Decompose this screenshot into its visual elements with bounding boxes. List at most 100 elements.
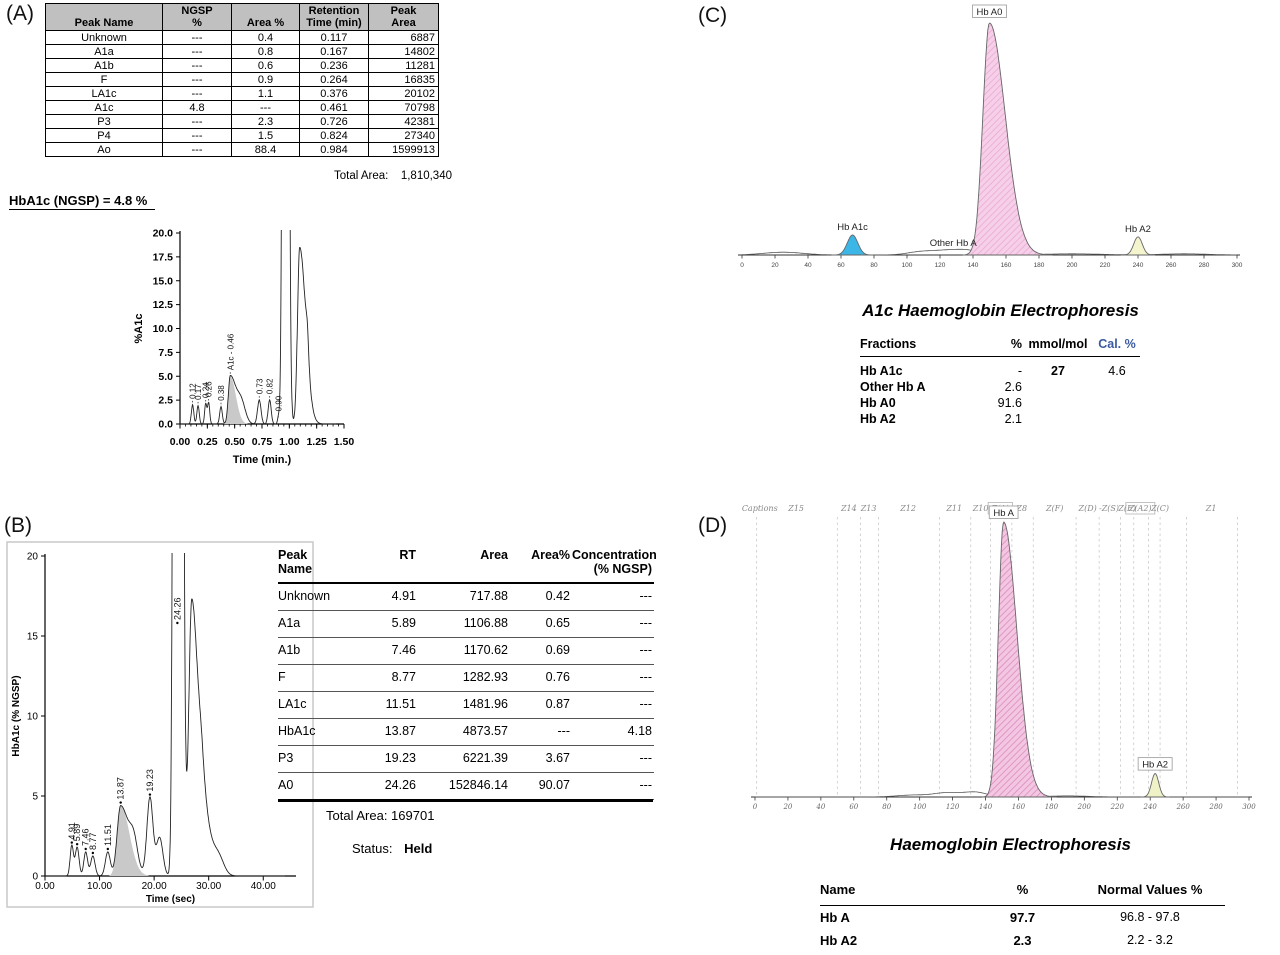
peak-label: Hb A2: [1125, 224, 1151, 235]
table-cell: 4873.57: [418, 718, 510, 746]
table-cell: 1599913: [368, 142, 439, 157]
table-cell: 2.2 - 3.2: [1127, 933, 1173, 947]
haemoglobin-table-d: Name% Normal Values % Hb A 97.7 96.8 - 97.8 H…: [820, 882, 1225, 952]
peak-label: 0.12: [189, 383, 198, 399]
zone-label: Z14: [840, 504, 857, 513]
table-cell: Hb A: [820, 910, 850, 925]
table-cell: 2.3: [231, 114, 300, 129]
table-cell: 88.4: [231, 142, 300, 157]
zone-label: Z1: [1205, 504, 1217, 513]
peak-label: 0.90: [274, 395, 283, 411]
column-header: Peak Name: [278, 548, 362, 584]
peak-label: Hb A0: [977, 7, 1003, 18]
x-tick-label: 0.25: [197, 436, 218, 448]
x-tick-label: 10.00: [87, 881, 112, 892]
table-cell: 0.824: [299, 128, 369, 143]
peak-label: 5.89: [72, 824, 82, 842]
x-tick-label: 220: [1100, 262, 1111, 269]
x-tick-label: 0.75: [252, 436, 273, 448]
total-area-value-a: 1,810,340: [400, 170, 452, 182]
y-tick-label: 15.0: [153, 275, 174, 287]
zone-label: Z13: [860, 504, 877, 513]
y-tick-label: 10: [27, 712, 39, 723]
column-header: Peak Area: [368, 3, 439, 31]
peak-label: 0.38: [217, 385, 226, 401]
x-tick-label: 140: [968, 262, 979, 269]
table-cell: 19.23: [362, 745, 418, 773]
table-cell: A1a: [45, 44, 163, 59]
table-cell: F: [45, 72, 163, 87]
table-row: A0 24.26 152846.14 90.07 ---: [278, 772, 654, 800]
table-cell: 14802: [368, 44, 439, 59]
x-tick-label: 100: [913, 803, 927, 811]
zone-label: -Z(S): [1099, 504, 1119, 513]
x-tick-label: 80: [882, 803, 891, 811]
hplc-chromatogram-b: 0.00 10.00 20.00 30.00 40.00 0 5 10 15 20 Time (se…: [6, 541, 314, 908]
status-line-b: Status: Held: [352, 841, 432, 856]
peak-label: 0.82: [266, 378, 275, 394]
x-tick-label: 20: [782, 803, 792, 811]
table-cell: ---: [162, 44, 232, 59]
table-cell: P3: [278, 745, 362, 773]
table-cell: F: [278, 664, 362, 692]
column-header: RT: [362, 548, 418, 584]
x-tick-label: 180: [1034, 262, 1045, 269]
table-cell: ---: [572, 610, 654, 638]
peak-hb-a0: [962, 22, 1053, 256]
x-tick-label: 300: [1242, 803, 1256, 811]
peak-label: Hb A1c: [837, 222, 868, 233]
peak-hb-a2: [1120, 236, 1156, 256]
trace-line: [180, 230, 337, 425]
status-label: Status:: [352, 841, 393, 856]
table-cell: 0.65: [510, 610, 572, 638]
table-b-bottom-rule: [278, 799, 653, 802]
peak-label: 0.24: [202, 382, 211, 398]
table-cell: [1022, 379, 1094, 395]
table-cell: 0.461: [299, 100, 369, 115]
table-cell: ---: [162, 58, 232, 73]
table-row: Ao --- 88.4 0.984 1599913: [45, 142, 439, 157]
x-tick-label: 1.25: [306, 436, 327, 448]
x-tick-label: 60: [849, 803, 858, 811]
x-tick-label: 20: [771, 262, 779, 269]
x-tick-label: 240: [1143, 803, 1158, 811]
peak-label: Hb A: [993, 508, 1014, 519]
column-header: Name: [820, 882, 970, 906]
total-area-label-a: Total Area:: [334, 170, 389, 182]
table-cell: Hb A0: [860, 396, 896, 410]
table-cell: ---: [572, 745, 654, 773]
table-cell: 0.236: [299, 58, 369, 73]
y-tick-label: 17.5: [153, 251, 174, 263]
trace-line: [45, 553, 286, 877]
x-tick-label: 60: [837, 262, 845, 269]
peak-label-box: [972, 4, 1007, 18]
table-cell: 27340: [368, 128, 439, 143]
table-cell: [1094, 395, 1140, 411]
zone-label: Z11: [945, 504, 962, 513]
header-row: Fractions% mmol/mol Cal. %: [860, 337, 1140, 357]
peak-label: 4.91: [67, 822, 77, 840]
table-row: A1b --- 0.6 0.236 11281: [45, 58, 439, 73]
plot-frame: [6, 541, 314, 908]
table-cell: HbA1c: [278, 718, 362, 746]
x-tick-label: 220: [1110, 803, 1125, 811]
table-row: F --- 0.9 0.264 16835: [45, 72, 439, 87]
x-tick-label: 0.00: [35, 881, 55, 892]
x-tick-label: 40: [804, 262, 812, 269]
table-cell: Hb A2: [860, 412, 896, 426]
table-cell: A1b: [45, 58, 163, 73]
table-cell: 24.26: [362, 772, 418, 800]
zone-label: Z10: [972, 504, 989, 513]
table-cell: 6221.39: [418, 745, 510, 773]
table-cell: [1022, 411, 1094, 427]
table-cell: 1106.88: [418, 610, 510, 638]
shaded-peak: [109, 805, 149, 876]
peak-label: 11.51: [103, 824, 113, 846]
table-cell: 2.1: [1004, 412, 1022, 426]
table-cell: 0.376: [299, 86, 369, 101]
y-tick-label: 20: [27, 552, 39, 563]
shaded-peak: [224, 376, 248, 424]
table-row: A1a 5.89 1106.88 0.65 ---: [278, 610, 654, 638]
table-cell: 4.91: [362, 583, 418, 611]
column-header: %: [970, 882, 1075, 906]
